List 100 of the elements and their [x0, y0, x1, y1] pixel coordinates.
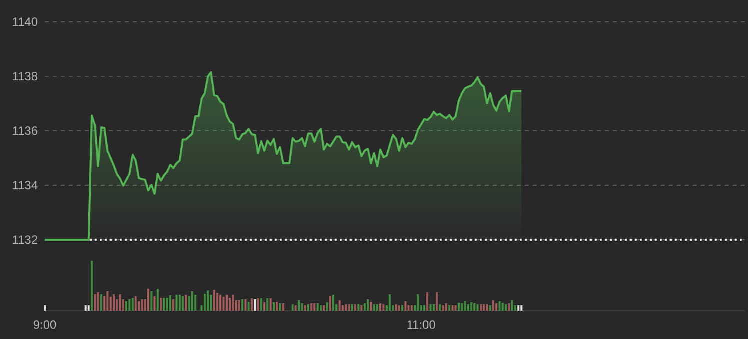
- bar: [242, 300, 244, 311]
- bar: [191, 292, 194, 311]
- bar: [314, 304, 316, 311]
- bar: [402, 306, 404, 311]
- bar: [166, 298, 168, 311]
- bar: [439, 304, 442, 311]
- bar: [106, 292, 109, 311]
- bar: [348, 304, 350, 311]
- bar: [316, 304, 319, 311]
- bar: [505, 304, 508, 311]
- bar: [498, 302, 501, 311]
- y-tick-label: 1140: [12, 15, 38, 30]
- bar: [94, 294, 96, 311]
- bar: [276, 302, 278, 311]
- bar: [380, 304, 382, 311]
- bar: [320, 306, 322, 311]
- bar: [220, 295, 222, 311]
- bar: [254, 300, 256, 311]
- bar: [182, 296, 184, 311]
- x-tick-label: 9:00: [33, 318, 57, 332]
- bar: [467, 304, 470, 311]
- bar: [426, 292, 429, 311]
- bar: [486, 304, 488, 311]
- bar: [351, 304, 354, 311]
- bar: [125, 302, 128, 311]
- bar: [84, 306, 87, 311]
- bar: [458, 303, 460, 311]
- bar: [398, 306, 400, 311]
- bar: [134, 296, 137, 311]
- bar: [248, 302, 250, 311]
- bar: [332, 295, 334, 311]
- bar: [461, 304, 464, 311]
- x-tick-label: 11:00: [406, 318, 436, 332]
- bar: [417, 294, 420, 311]
- bar: [160, 298, 162, 311]
- bar: [367, 300, 370, 311]
- bar: [442, 306, 444, 311]
- bar: [410, 306, 413, 311]
- bar: [273, 302, 276, 311]
- bar: [250, 298, 253, 311]
- bar: [170, 296, 172, 311]
- bar: [360, 306, 363, 311]
- bar: [150, 292, 153, 311]
- bar: [404, 302, 407, 311]
- bar: [376, 304, 378, 311]
- bar: [464, 302, 466, 311]
- bar: [408, 306, 410, 311]
- bar: [270, 298, 272, 311]
- bar: [480, 304, 482, 311]
- bar: [282, 304, 284, 311]
- bar: [489, 306, 492, 311]
- bar: [266, 298, 269, 311]
- bar: [432, 304, 435, 311]
- bar: [132, 298, 134, 311]
- bar: [185, 295, 188, 311]
- bar: [364, 304, 366, 311]
- bar: [279, 304, 282, 311]
- bar: [445, 304, 448, 311]
- bar: [238, 300, 240, 311]
- bar: [147, 289, 150, 311]
- bar: [294, 306, 297, 311]
- bar: [492, 300, 494, 311]
- bar: [213, 290, 216, 311]
- bar: [382, 304, 385, 311]
- bar: [354, 304, 356, 311]
- bar: [424, 306, 426, 311]
- bar: [310, 304, 313, 311]
- bar: [257, 298, 260, 311]
- bar: [452, 306, 454, 311]
- bar: [395, 304, 398, 311]
- bar: [176, 295, 178, 311]
- bar: [326, 302, 328, 311]
- bar: [329, 296, 332, 311]
- bar: [100, 294, 102, 311]
- bar: [373, 304, 376, 311]
- bar: [292, 304, 294, 311]
- bar: [194, 295, 197, 311]
- bar: [244, 300, 247, 311]
- bar: [511, 300, 514, 311]
- bar: [222, 297, 225, 311]
- bar: [178, 295, 181, 311]
- y-tick-label: 1138: [12, 70, 38, 84]
- bar: [436, 292, 438, 311]
- bar: [128, 300, 131, 311]
- bar: [388, 294, 391, 311]
- bar: [518, 306, 520, 311]
- bar: [496, 304, 498, 311]
- bar: [323, 306, 326, 311]
- bar: [204, 294, 206, 311]
- bar: [228, 298, 231, 311]
- bar: [298, 300, 300, 311]
- y-tick-label: 1132: [12, 233, 38, 248]
- bar: [508, 304, 510, 311]
- bar: [163, 298, 166, 311]
- bar: [483, 304, 486, 311]
- bar: [207, 290, 210, 311]
- bar: [88, 306, 90, 311]
- bar: [226, 295, 228, 311]
- bar: [370, 302, 372, 311]
- bar: [470, 302, 473, 311]
